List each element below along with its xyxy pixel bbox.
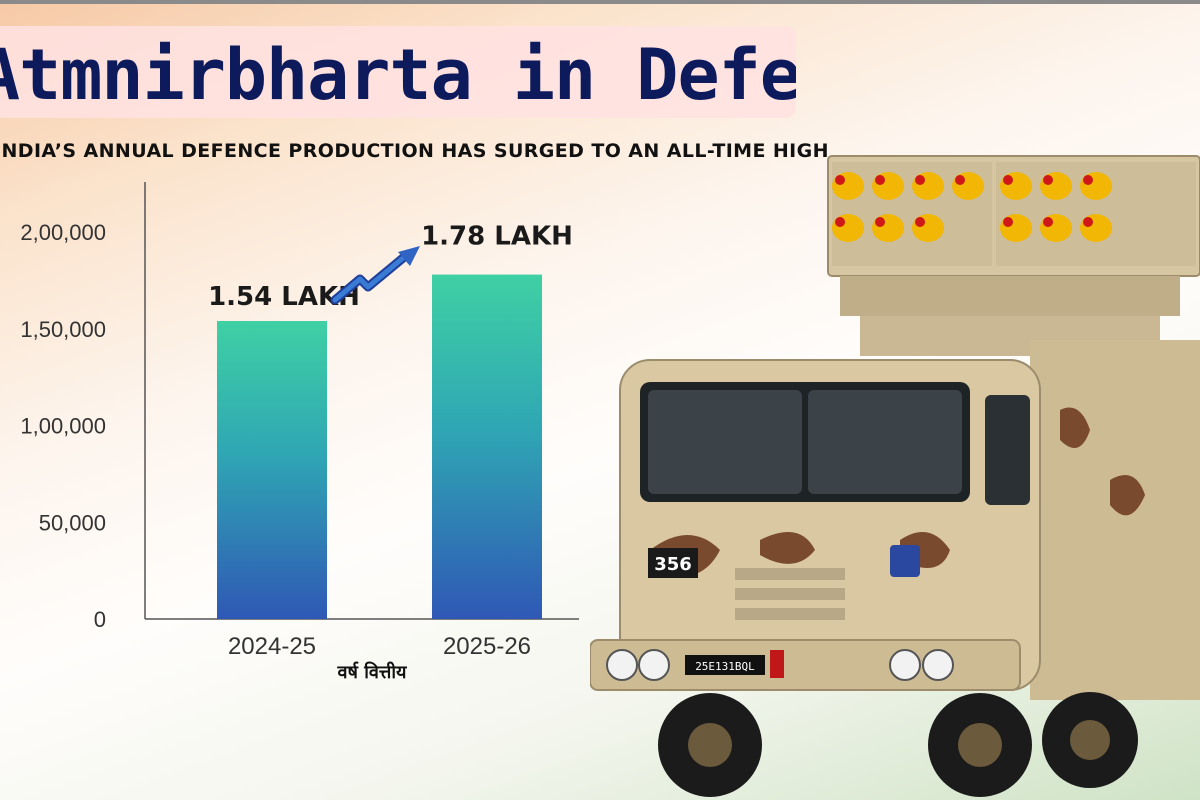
y-tick-labels: 0 50,000 1,00,000 1,50,000 2,00,000 <box>20 220 106 632</box>
truck-wheels <box>658 692 1138 797</box>
truck-number: 356 <box>654 554 692 575</box>
y-tick-label: 0 <box>94 607 106 632</box>
y-tick-label: 50,000 <box>39 510 106 535</box>
top-border <box>0 0 1200 4</box>
x-tick-label: 2025-26 <box>443 633 531 660</box>
page-subtitle: India’s annual defence production has su… <box>0 140 829 162</box>
page-title: Atmnirbharta in Defence <box>0 34 796 116</box>
growth-arrow-icon <box>330 246 420 305</box>
rocket-pods <box>827 155 1200 356</box>
license-plate: 25E131BQL <box>695 660 755 673</box>
title-banner: Atmnirbharta in Defence <box>0 26 796 118</box>
bar-2024-25 <box>217 321 327 619</box>
bar-2025-26 <box>432 274 542 619</box>
x-tick-label: 2024-25 <box>228 633 316 660</box>
y-tick-label: 1,50,000 <box>20 317 106 342</box>
truck-body <box>1030 340 1200 700</box>
data-label: 1.78 LAKH <box>421 222 573 252</box>
y-tick-label: 2,00,000 <box>20 220 106 245</box>
x-axis-label: वर्ष वित्तीय <box>337 661 408 683</box>
truck-cab: 356 25E131BQL <box>590 359 1041 691</box>
rocket-launcher-truck-image: 356 25E131BQL <box>590 155 1200 797</box>
y-tick-label: 1,00,000 <box>20 414 106 439</box>
